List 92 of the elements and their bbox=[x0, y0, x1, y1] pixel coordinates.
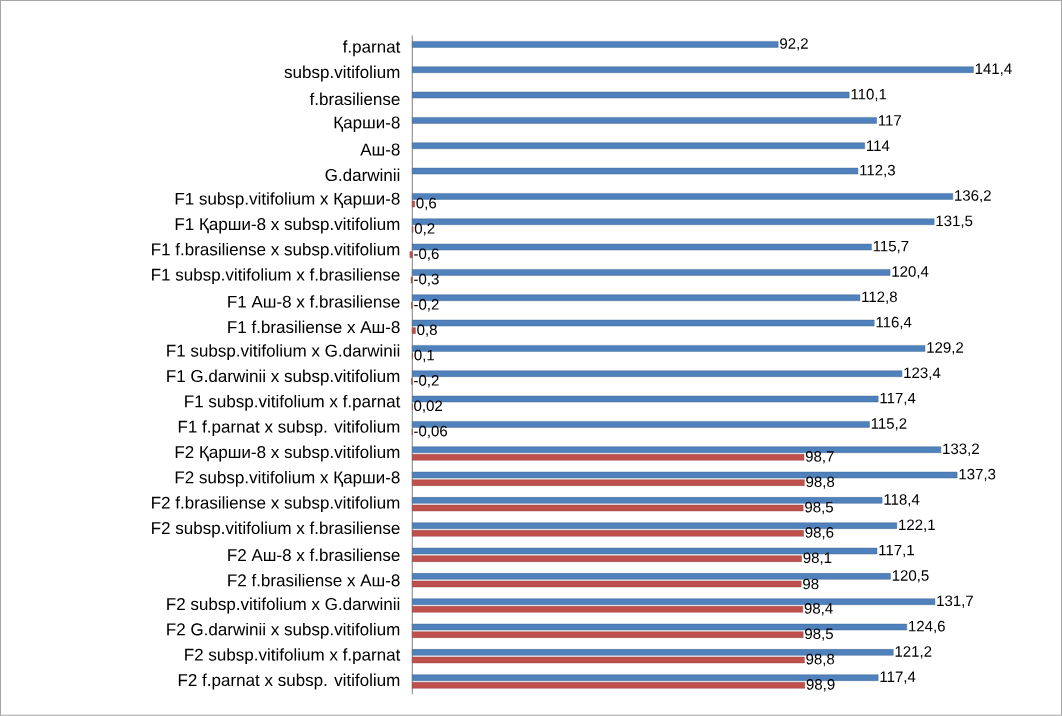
data-label: 112,8 bbox=[862, 291, 897, 305]
y-tick-label: F2 subsp.vitifolium x f.parnat bbox=[185, 648, 401, 665]
y-tick-label: F1 G.darwinii x subsp.vitifolium bbox=[167, 369, 400, 386]
bar bbox=[412, 479, 805, 486]
y-tick-label: F2 f.parnat x subsp. vitifolium bbox=[178, 673, 400, 690]
y-tick-label: F2 subsp.vitifolium x f.brasiliense bbox=[152, 521, 400, 538]
data-label: 0,1 bbox=[414, 349, 435, 363]
data-label: 98,8 bbox=[806, 476, 835, 489]
bar bbox=[412, 454, 805, 461]
y-tick-label: subsp.vitifolium bbox=[284, 65, 400, 82]
data-label: 115,2 bbox=[871, 418, 907, 431]
y-tick-label: F1 f.brasiliense x subsp.vitifolium bbox=[152, 243, 400, 259]
data-label: 120,4 bbox=[892, 266, 929, 279]
data-label: 129,2 bbox=[927, 342, 964, 355]
data-label: 120,5 bbox=[892, 570, 929, 583]
data-label: 98,4 bbox=[804, 603, 833, 616]
data-label: 136,2 bbox=[955, 190, 991, 203]
y-tick-label: F1 subsp.vitifolium x G.darwinii bbox=[167, 344, 400, 361]
data-label: 137,3 bbox=[959, 469, 996, 482]
bar bbox=[412, 142, 865, 150]
data-label: 124,6 bbox=[909, 620, 945, 634]
data-label: 98,5 bbox=[805, 501, 833, 515]
data-label: 98,8 bbox=[806, 653, 835, 667]
y-tick-label: Қарши-8 bbox=[334, 116, 400, 133]
bar bbox=[412, 631, 804, 638]
bar bbox=[412, 168, 859, 175]
bar bbox=[409, 251, 413, 259]
data-label: 0,02 bbox=[414, 400, 443, 414]
y-tick-label: F2 Қарши-8 x subsp.vitifolium bbox=[175, 445, 400, 462]
bar bbox=[412, 504, 804, 512]
y-tick-label: F1 subsp.vitifolium x f.parnat bbox=[185, 395, 401, 411]
data-label: 117 bbox=[878, 115, 901, 126]
y-tick-label: F1 subsp.vitifolium x f.brasiliense bbox=[152, 268, 400, 285]
data-label: 0,2 bbox=[414, 223, 435, 236]
data-label: 141,4 bbox=[975, 63, 1012, 77]
y-tick-label: f.brasiliense bbox=[309, 92, 400, 106]
bar bbox=[412, 92, 850, 99]
data-label: -0,6 bbox=[414, 248, 439, 262]
y-tick-label: Аш-8 bbox=[360, 143, 400, 156]
bar bbox=[412, 682, 805, 689]
data-label: 98,1 bbox=[803, 552, 832, 565]
bar bbox=[412, 117, 877, 124]
data-label: 0,6 bbox=[416, 197, 437, 211]
y-tick-label: F1 f.brasiliense x Аш-8 bbox=[228, 320, 400, 334]
y-tick-label: f.parnat bbox=[342, 40, 401, 57]
y-tick-label: F2 f.brasiliense x subsp.vitifolium bbox=[152, 496, 400, 513]
y-tick-label: F2 G.darwinii x subsp.vitifolium bbox=[167, 623, 400, 639]
data-label: 112,3 bbox=[860, 165, 895, 178]
bar bbox=[412, 41, 779, 48]
data-label: 98,6 bbox=[805, 527, 834, 540]
data-label: -0,06 bbox=[414, 425, 448, 439]
y-tick-label: F1 f.parnat x subsp. vitifolium bbox=[178, 420, 400, 437]
data-label: 114 bbox=[867, 140, 890, 152]
data-label: 131,7 bbox=[937, 595, 973, 609]
data-label: 98 bbox=[803, 578, 819, 590]
data-label: 121,2 bbox=[895, 646, 932, 659]
bar bbox=[412, 66, 974, 74]
bar bbox=[412, 580, 802, 588]
data-label: 117,1 bbox=[879, 545, 914, 558]
bar bbox=[412, 555, 802, 562]
y-tick-label: F1 Қарши-8 x subsp.vitifolium bbox=[175, 217, 400, 234]
y-tick-label: F1 Аш-8 x f.brasiliense bbox=[228, 295, 400, 308]
data-label: 98,5 bbox=[805, 628, 833, 641]
data-label: 131,5 bbox=[936, 215, 973, 229]
data-label: 122,1 bbox=[899, 519, 935, 533]
data-label: -0,2 bbox=[414, 375, 439, 388]
data-label: 98,9 bbox=[806, 679, 835, 692]
data-label: -0,2 bbox=[414, 299, 439, 312]
data-label: 117,4 bbox=[880, 393, 916, 406]
data-label: 133,2 bbox=[943, 443, 979, 457]
bar bbox=[412, 606, 803, 613]
bar bbox=[412, 200, 415, 208]
y-tick-label: F1 subsp.vitifolium x Қарши-8 bbox=[175, 192, 400, 209]
bar bbox=[412, 656, 805, 664]
data-label: 110,1 bbox=[851, 89, 887, 102]
bar bbox=[412, 530, 804, 537]
y-tick-label: F2 Аш-8 x f.brasiliense bbox=[228, 548, 400, 562]
bar bbox=[412, 327, 416, 335]
data-label: 123,4 bbox=[904, 367, 941, 381]
bar bbox=[412, 573, 891, 580]
data-label: 98,7 bbox=[805, 451, 834, 464]
data-label: 92,2 bbox=[780, 38, 808, 51]
data-label: 117,4 bbox=[880, 671, 916, 684]
data-label: 118,4 bbox=[884, 494, 920, 507]
data-label: 0,8 bbox=[417, 324, 437, 338]
y-tick-label: G.darwinii bbox=[325, 168, 400, 182]
data-label: 116,4 bbox=[876, 317, 912, 330]
y-tick-label: F2 subsp.vitifolium x G.darwinii bbox=[167, 597, 400, 614]
y-tick-label: F2 subsp.vitifolium x Қарши-8 bbox=[175, 471, 400, 487]
data-label: 115,7 bbox=[873, 241, 909, 254]
data-label: -0,3 bbox=[414, 273, 439, 287]
y-tick-label: F2 f.brasiliense x Аш-8 bbox=[228, 574, 400, 587]
